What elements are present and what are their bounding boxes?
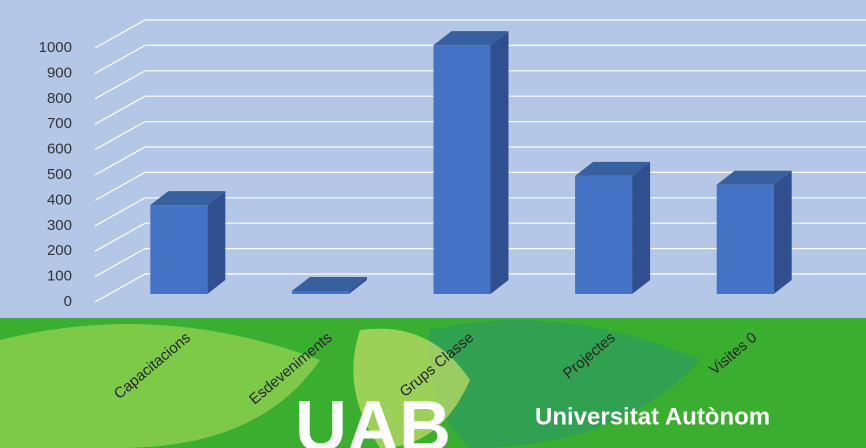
bar-top (433, 31, 509, 46)
decor-shape (353, 328, 470, 448)
y-tick-label: 100 (47, 268, 72, 285)
bar-side (773, 170, 792, 294)
decor-shape (0, 324, 320, 448)
y-tick-label: 300 (47, 217, 72, 234)
bar-front (575, 175, 633, 294)
bar (575, 161, 651, 294)
bar-top (575, 161, 651, 176)
bar-side (348, 276, 367, 294)
grid-line (94, 44, 866, 74)
grid-line (94, 95, 866, 125)
bar-top (716, 170, 792, 185)
y-tick-label: 200 (47, 242, 72, 259)
y-tick-label: 500 (47, 166, 72, 183)
y-tick-label: 1000 (39, 39, 72, 56)
y-tick-label: 0 (64, 293, 72, 310)
bar-top (150, 191, 226, 206)
bar (150, 191, 226, 294)
bar-front (433, 45, 491, 294)
bar (291, 276, 367, 294)
bar (716, 170, 792, 294)
bar-side (632, 161, 651, 294)
y-tick-label: 800 (47, 90, 72, 107)
bar-front (291, 290, 349, 294)
decor-shape (428, 320, 700, 448)
bar (433, 31, 509, 295)
grid-line (94, 146, 866, 176)
bar-side (207, 191, 226, 294)
bar-side (490, 31, 509, 295)
grid-line (94, 70, 866, 100)
y-tick-label: 600 (47, 141, 72, 158)
grid-line (94, 120, 866, 151)
grid-line (94, 19, 866, 49)
y-tick-label: 900 (47, 64, 72, 81)
bar-front (716, 184, 774, 294)
bar-top (291, 276, 367, 291)
logo: UAB (295, 387, 451, 448)
bar-front (150, 205, 208, 294)
y-tick-label: 400 (47, 191, 72, 208)
y-tick-label: 700 (47, 115, 72, 132)
institution-name: Universitat Autònom (535, 403, 770, 430)
